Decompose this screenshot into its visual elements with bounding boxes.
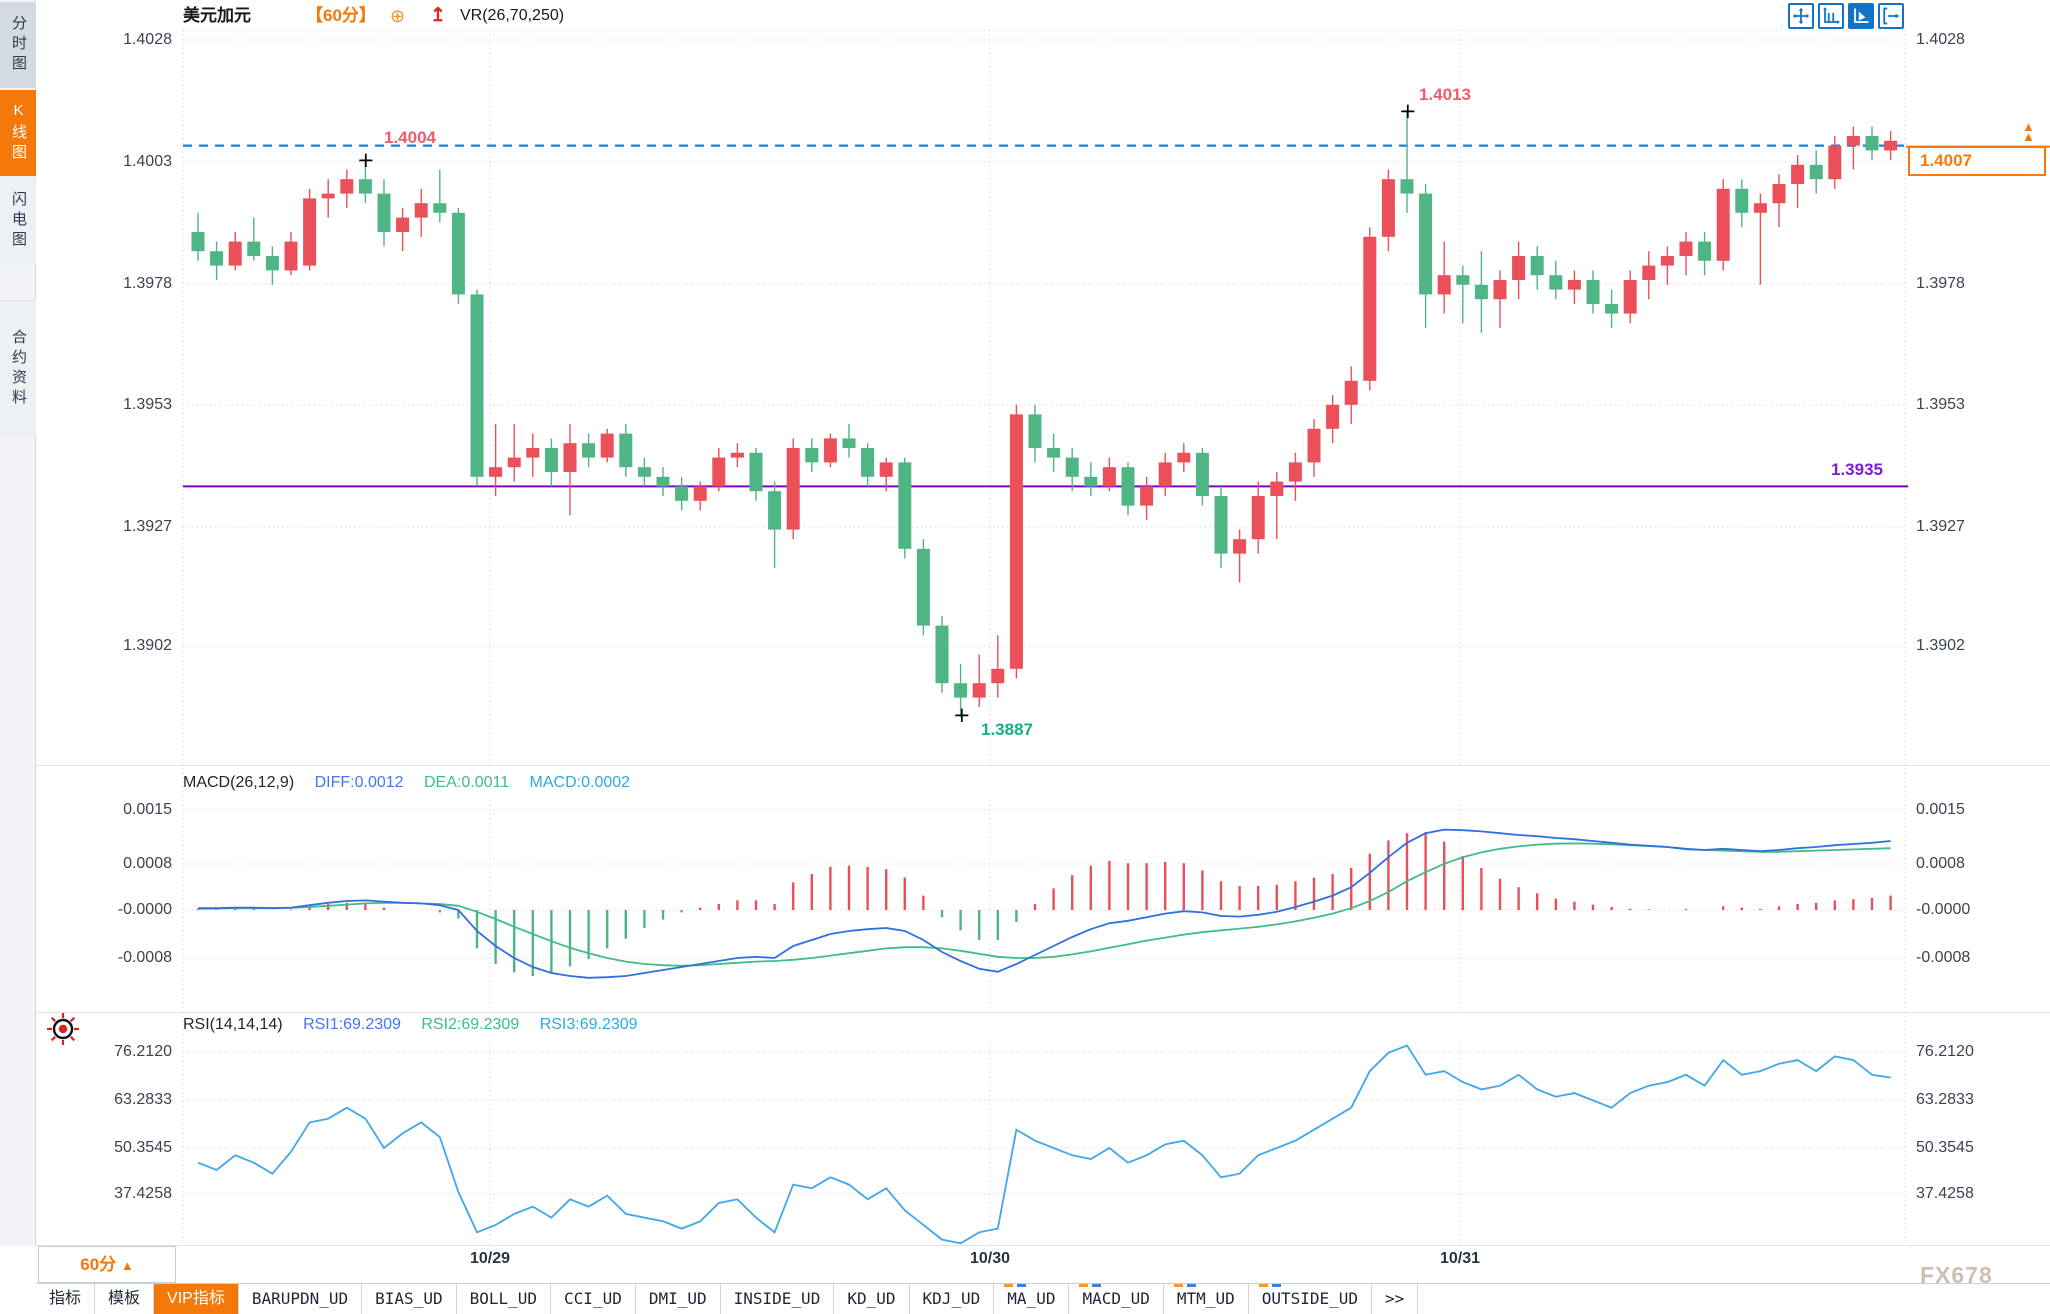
tab-indicators[interactable]: 指标: [36, 1284, 96, 1314]
period-selector[interactable]: 60分 ▲: [38, 1246, 176, 1283]
rsi-axis-label: 37.4258: [1916, 1185, 1974, 1202]
rsi-axis-label: 63.2833: [114, 1091, 172, 1108]
indicator-settings-icon[interactable]: [44, 1010, 82, 1053]
sidebar-item-kline-chart[interactable]: K线图: [0, 90, 36, 176]
price-axis-label: 1.4028: [1916, 31, 1965, 48]
tab-ma-ud[interactable]: MA_UD: [994, 1284, 1070, 1314]
auto-scale-icon[interactable]: [1848, 3, 1874, 29]
tab-inside-ud[interactable]: INSIDE_UD: [720, 1284, 835, 1314]
chevron-up-icon: ▲: [120, 1258, 134, 1273]
rsi3-value: RSI3:69.2309: [539, 1016, 638, 1033]
circled-plus-icon[interactable]: ⊕: [390, 6, 406, 26]
macd-title: MACD(26,12,9): [183, 774, 295, 791]
pan-icon[interactable]: [1788, 3, 1814, 29]
rsi-axis-label: 76.2120: [114, 1043, 172, 1060]
tab-mtm-ud[interactable]: MTM_UD: [1163, 1284, 1249, 1314]
rsi-title: RSI(14,14,14): [183, 1016, 283, 1033]
sidebar-item-label: K线图: [10, 102, 27, 164]
macd-hist-value: MACD:0.0002: [529, 774, 631, 791]
overlay-indicator-label: VR(26,70,250): [460, 7, 565, 24]
chart-toolbar: [1788, 3, 1904, 29]
macd-axis-label: -0.0008: [1916, 949, 1971, 966]
tab-outside-ud[interactable]: OUTSIDE_UD: [1248, 1284, 1373, 1314]
macd-axis-label: 0.0008: [123, 855, 172, 872]
divider-rsi-axis: [36, 1245, 2050, 1246]
price-axis-label: 1.3978: [123, 275, 172, 292]
macd-header: MACD(26,12,9) DIFF:0.0012 DEA:0.0011 MAC…: [183, 774, 630, 792]
rsi-axis-label: 50.3545: [114, 1139, 172, 1156]
date-axis-label: 10/30: [969, 1250, 1011, 1267]
tab-kd-ud[interactable]: KD_UD: [834, 1284, 910, 1314]
rsi-axis-label: 76.2120: [1916, 1043, 1974, 1060]
tab-macd-ud[interactable]: MACD_UD: [1069, 1284, 1164, 1314]
sidebar-item-label: 分时图: [10, 15, 27, 75]
tab-bias-ud[interactable]: BIAS_UD: [362, 1284, 457, 1314]
price-axis-label: 1.3927: [123, 518, 172, 535]
pin-top-icon[interactable]: ↥: [430, 5, 446, 26]
tab-dmi-ud[interactable]: DMI_UD: [635, 1284, 721, 1314]
macd-axis-label: -0.0008: [117, 949, 172, 966]
macd-axis-label: 0.0008: [1916, 855, 1965, 872]
price-axis-label: 1.3978: [1916, 275, 1965, 292]
macd-axis-label: 0.0015: [123, 801, 172, 818]
date-axis-label: 10/31: [1439, 1250, 1481, 1267]
swing-high-label: 1.4013: [1419, 85, 1471, 104]
scroll-end-icon[interactable]: [1878, 3, 1904, 29]
macd-axis-label: -0.0000: [117, 901, 172, 918]
last-price-tag: 1.4007: [1908, 146, 2046, 176]
rsi-axis-label: 63.2833: [1916, 1091, 1974, 1108]
tab-barupdn-ud[interactable]: BARUPDN_UD: [238, 1284, 363, 1314]
price-axis-label: 1.4028: [123, 31, 172, 48]
divider-price-macd: [36, 765, 2050, 766]
crosshair-marker: +: [357, 148, 375, 172]
symbol-title: 美元加元: [183, 6, 251, 25]
date-axis-label: 10/29: [469, 1250, 511, 1267]
macd-diff-value: DIFF:0.0012: [314, 774, 404, 791]
tab-boll-ud[interactable]: BOLL_UD: [456, 1284, 552, 1314]
price-up-arrow-icon: ▲ ▲: [2022, 119, 2035, 144]
tab-kdj-ud[interactable]: KDJ_UD: [909, 1284, 995, 1314]
rsi-axis-label: 50.3545: [1916, 1139, 1974, 1156]
swing-low-label: 1.3887: [981, 720, 1033, 739]
tab-cci-ud[interactable]: CCI_UD: [551, 1284, 636, 1314]
price-axis-label: 1.3927: [1916, 518, 1965, 535]
crosshair-marker: +: [953, 703, 971, 727]
divider-macd-rsi: [36, 1012, 2050, 1013]
tab-more[interactable]: >>: [1372, 1284, 1419, 1314]
sidebar: 分时图 K线图 闪电图 合约资料: [0, 0, 36, 1246]
macd-axis-label: -0.0000: [1916, 901, 1971, 918]
sidebar-item-lightning-chart[interactable]: 闪电图: [0, 178, 36, 264]
sidebar-item-label: 闪电图: [10, 191, 27, 251]
period-selector-label: 60分: [80, 1255, 117, 1274]
support-level-label: 1.3935: [1828, 460, 1886, 480]
tab-templates[interactable]: 模板: [95, 1284, 155, 1314]
rsi2-value: RSI2:69.2309: [421, 1016, 520, 1033]
period-label[interactable]: 【60分】: [306, 6, 376, 25]
price-axis-label: 1.3902: [1916, 637, 1965, 654]
price-axis-label: 1.3953: [1916, 396, 1965, 413]
macd-dea-value: DEA:0.0011: [424, 774, 510, 791]
indicator-tabbar: 指标 模板 VIP指标 BARUPDN_UD BIAS_UD BOLL_UD C…: [36, 1283, 2050, 1314]
price-axis-label: 1.3953: [123, 396, 172, 413]
tabbar-filler: [1418, 1284, 2050, 1314]
rsi1-value: RSI1:69.2309: [303, 1016, 401, 1033]
tab-vip-indicators[interactable]: VIP指标: [154, 1284, 239, 1314]
rsi-header: RSI(14,14,14) RSI1:69.2309 RSI2:69.2309 …: [183, 1016, 638, 1034]
price-axis-label: 1.3902: [123, 637, 172, 654]
sidebar-item-label: 合约资料: [10, 328, 27, 409]
sidebar-item-contract-info[interactable]: 合约资料: [0, 300, 36, 436]
swing-high-label: 1.4004: [384, 128, 436, 147]
rsi-axis-label: 37.4258: [114, 1185, 172, 1202]
price-axis-label: 1.4003: [123, 153, 172, 170]
macd-axis-label: 0.0015: [1916, 801, 1965, 818]
sidebar-item-time-chart[interactable]: 分时图: [0, 2, 36, 88]
crosshair-marker: +: [1399, 99, 1417, 123]
axis-scale-icon[interactable]: [1818, 3, 1844, 29]
